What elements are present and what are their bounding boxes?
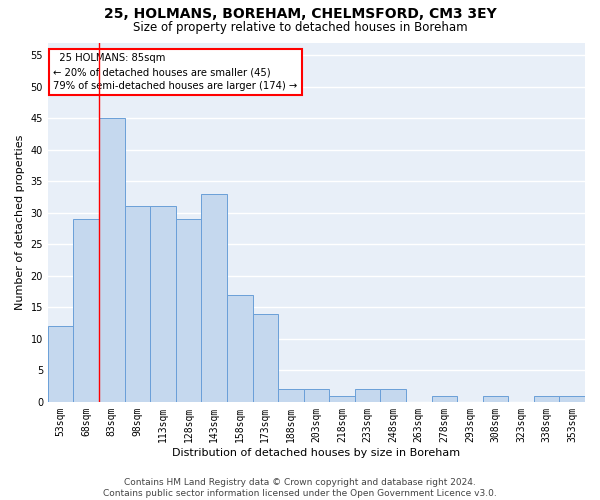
Bar [329, 396, 355, 402]
Bar [278, 389, 304, 402]
Bar [482, 396, 508, 402]
Text: 25, HOLMANS, BOREHAM, CHELMSFORD, CM3 3EY: 25, HOLMANS, BOREHAM, CHELMSFORD, CM3 3E… [104, 8, 496, 22]
Bar [227, 294, 253, 402]
Text: Size of property relative to detached houses in Boreham: Size of property relative to detached ho… [133, 21, 467, 34]
Bar [48, 326, 73, 402]
Bar [431, 396, 457, 402]
Bar [202, 194, 227, 402]
X-axis label: Distribution of detached houses by size in Boreham: Distribution of detached houses by size … [172, 448, 461, 458]
Bar [380, 389, 406, 402]
Bar [253, 314, 278, 402]
Bar [355, 389, 380, 402]
Y-axis label: Number of detached properties: Number of detached properties [15, 134, 25, 310]
Bar [125, 206, 150, 402]
Bar [73, 219, 99, 402]
Bar [559, 396, 585, 402]
Bar [176, 219, 202, 402]
Bar [99, 118, 125, 402]
Bar [150, 206, 176, 402]
Text: Contains HM Land Registry data © Crown copyright and database right 2024.
Contai: Contains HM Land Registry data © Crown c… [103, 478, 497, 498]
Bar [534, 396, 559, 402]
Bar [304, 389, 329, 402]
Text: 25 HOLMANS: 85sqm  
← 20% of detached houses are smaller (45)
79% of semi-detach: 25 HOLMANS: 85sqm ← 20% of detached hous… [53, 54, 298, 92]
